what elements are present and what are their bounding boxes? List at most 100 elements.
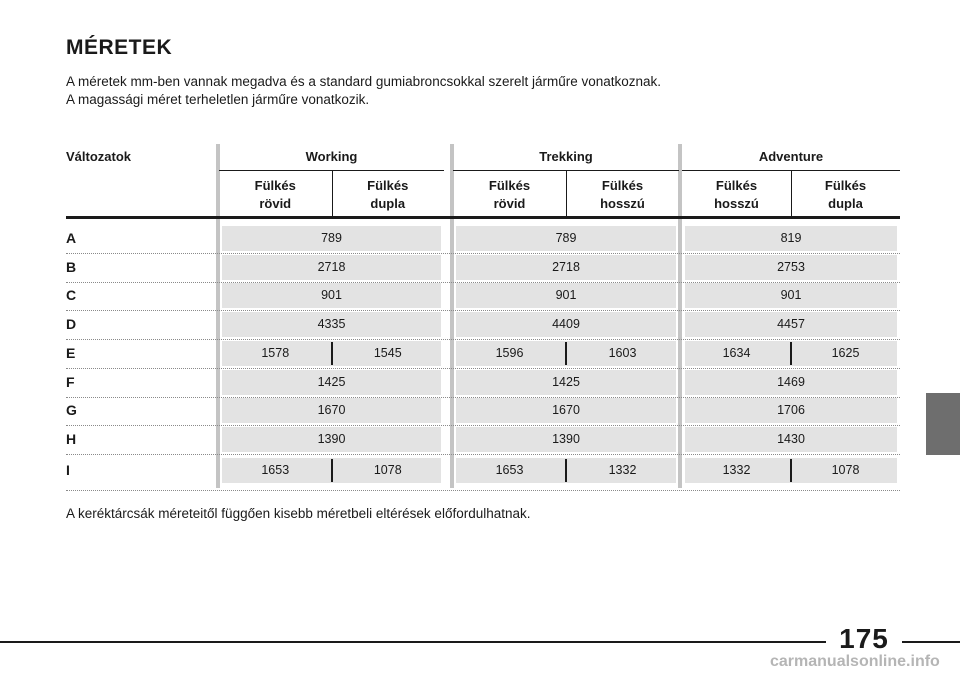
row-label: F xyxy=(66,373,75,390)
value-divider xyxy=(790,458,792,482)
subheader-line2: rövid xyxy=(493,196,526,211)
value-cell-bg xyxy=(685,426,897,452)
value-cell: 4335 xyxy=(317,317,346,332)
value-cell-bg xyxy=(222,254,441,280)
subheader-line2: hosszú xyxy=(714,196,759,211)
section-tab xyxy=(926,393,960,455)
value-cell: 1670 xyxy=(317,403,346,418)
row-label: E xyxy=(66,344,76,361)
value-cell: 1332 xyxy=(608,462,637,477)
row-separator xyxy=(66,281,900,283)
subheader-line1: Fülkés xyxy=(254,178,296,193)
value-cell: 1603 xyxy=(608,345,637,360)
value-cell-bg xyxy=(222,426,441,452)
value-cell-bg xyxy=(456,226,676,251)
value-cell-bg xyxy=(222,283,441,309)
column-separator xyxy=(450,144,454,488)
intro-text: A méretek mm-ben vannak megadva és a sta… xyxy=(66,73,661,109)
value-cell-bg xyxy=(685,226,897,251)
row-separator xyxy=(66,339,900,341)
row-separator xyxy=(66,367,900,369)
header-rule xyxy=(66,216,900,219)
value-cell: 1430 xyxy=(777,431,805,446)
value-cell: 1469 xyxy=(777,374,805,389)
value-cell: 789 xyxy=(321,231,342,245)
row-separator xyxy=(66,396,900,398)
value-cell: 1653 xyxy=(495,462,524,477)
value-cell: 4457 xyxy=(777,317,805,332)
subheader-line1: Fülkés xyxy=(367,178,409,193)
value-divider xyxy=(565,341,567,365)
subheader-divider xyxy=(331,171,333,217)
value-cell: 901 xyxy=(321,288,342,303)
value-cell-bg xyxy=(685,283,897,309)
dimensions-table: Változatok Working Fülkés rövid Fülkés dupla T… xyxy=(66,144,900,491)
value-cell: 1078 xyxy=(373,462,402,477)
row-separator xyxy=(66,489,900,491)
group-underline xyxy=(219,170,444,171)
value-cell-bg xyxy=(456,426,676,452)
value-cell: 1670 xyxy=(552,403,580,418)
subheader-line1: Fülkés xyxy=(824,178,867,193)
value-cell: 1653 xyxy=(261,462,290,477)
value-cell-bg xyxy=(685,369,897,395)
value-cell: 1625 xyxy=(831,345,860,360)
group-header-adventure: Adventure xyxy=(758,149,824,164)
value-cell: 1390 xyxy=(317,431,346,446)
intro-line-2: A magassági méret terheletlen járműre vo… xyxy=(66,92,370,107)
value-cell: 2753 xyxy=(777,259,805,274)
value-cell-bg xyxy=(222,398,441,424)
value-cell: 1545 xyxy=(373,345,402,360)
value-cell-bg xyxy=(685,398,897,424)
subheader-line2: hosszú xyxy=(600,196,645,211)
value-cell-bg xyxy=(456,254,676,280)
value-cell: 901 xyxy=(555,288,577,303)
value-cell: 1078 xyxy=(831,462,860,477)
subheader-line1: Fülkés xyxy=(601,178,644,193)
subheader-divider xyxy=(566,171,567,217)
subheader-line2: rövid xyxy=(259,196,292,211)
value-cell-bg xyxy=(456,283,676,309)
intro-line-1: A méretek mm-ben vannak megadva és a sta… xyxy=(66,74,662,89)
group-underline xyxy=(453,170,679,171)
watermark: carmanualsonline.info xyxy=(770,653,940,670)
value-cell: 2718 xyxy=(552,259,580,274)
value-cell: 1390 xyxy=(552,431,580,446)
value-cell: 1578 xyxy=(261,345,290,360)
row-label: D xyxy=(66,316,77,333)
value-cell: 1706 xyxy=(777,403,805,418)
value-cell-bg xyxy=(685,254,897,280)
value-cell-bg xyxy=(222,226,441,251)
subheader-divider xyxy=(791,171,792,217)
row-separator xyxy=(66,453,900,455)
group-header-trekking: Trekking xyxy=(539,149,593,164)
row-label: H xyxy=(66,430,77,447)
value-cell-bg xyxy=(222,312,441,338)
value-cell: 789 xyxy=(555,231,577,245)
subheader-line1: Fülkés xyxy=(488,178,531,193)
row-label: G xyxy=(66,402,77,419)
group-header-working: Working xyxy=(305,149,358,164)
value-divider xyxy=(565,458,567,482)
column-separator xyxy=(216,144,220,488)
row-separator xyxy=(66,425,900,427)
column-separator xyxy=(678,144,682,488)
subheader-line2: dupla xyxy=(828,196,863,211)
value-cell-bg xyxy=(685,312,897,338)
value-cell: 1332 xyxy=(722,462,751,477)
value-cell: 1425 xyxy=(317,374,346,389)
row-label: A xyxy=(66,230,77,246)
value-cell: 901 xyxy=(780,288,802,303)
value-cell-bg xyxy=(456,312,676,338)
value-divider xyxy=(790,341,792,365)
value-cell: 2718 xyxy=(317,259,346,274)
row-label: C xyxy=(66,287,77,304)
subheader-line1: Fülkés xyxy=(715,178,758,193)
row-header-label: Változatok xyxy=(66,149,132,164)
row-separator xyxy=(66,253,900,254)
value-divider xyxy=(330,341,333,365)
value-cell: 4409 xyxy=(552,317,580,332)
value-cell-bg xyxy=(222,369,441,395)
page-title: MÉRETEK xyxy=(66,36,173,59)
page-number: 175 xyxy=(826,622,902,656)
